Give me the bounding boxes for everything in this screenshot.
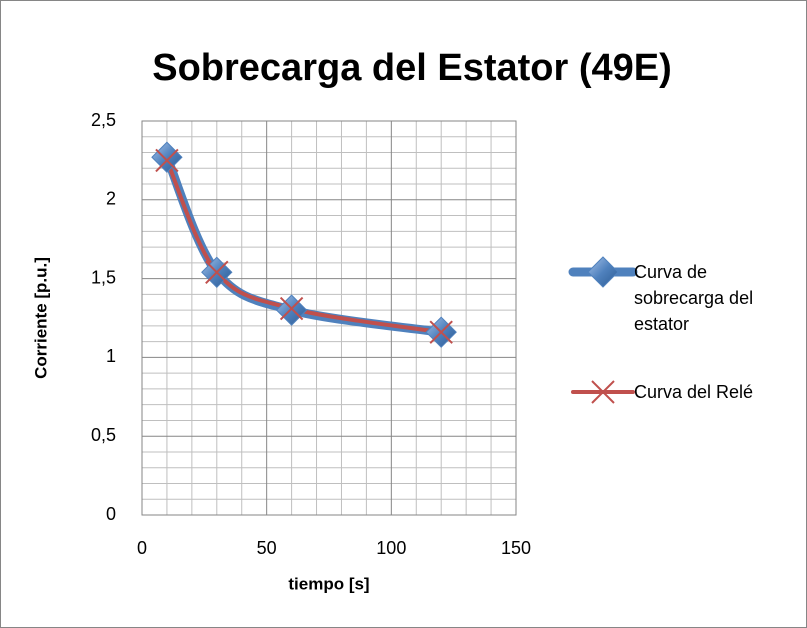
point-marker — [155, 148, 179, 173]
legend-label: Curva de sobrecarga del estator — [634, 262, 754, 334]
point-marker — [151, 141, 183, 173]
plot-border — [141, 120, 517, 516]
point-marker — [275, 294, 308, 326]
y-tick-label: 2 — [106, 189, 116, 209]
legend-label: Curva del Relé — [634, 382, 754, 402]
y-tick-label: 2,5 — [91, 110, 116, 130]
y-axis-title: Corriente [p.u.] — [31, 257, 50, 379]
x-tick-label: 50 — [257, 538, 277, 558]
x-axis-title: tiempo [s] — [288, 574, 369, 593]
point-marker — [429, 320, 453, 344]
series-line — [164, 158, 444, 335]
y-tick-label: 1,5 — [91, 267, 116, 287]
point-marker — [591, 380, 615, 404]
point-marker — [279, 296, 304, 321]
y-tick-label: 1 — [106, 346, 116, 366]
y-tick-label: 0,5 — [91, 425, 116, 445]
point-marker — [205, 260, 229, 285]
y-tick-label: 0 — [106, 504, 116, 524]
chart-title: Sobrecarga del Estator (49E) — [152, 47, 672, 89]
x-tick-label: 0 — [137, 538, 147, 558]
x-tick-label: 100 — [376, 538, 406, 558]
x-tick-label: 150 — [501, 538, 531, 558]
point-marker — [587, 256, 619, 288]
